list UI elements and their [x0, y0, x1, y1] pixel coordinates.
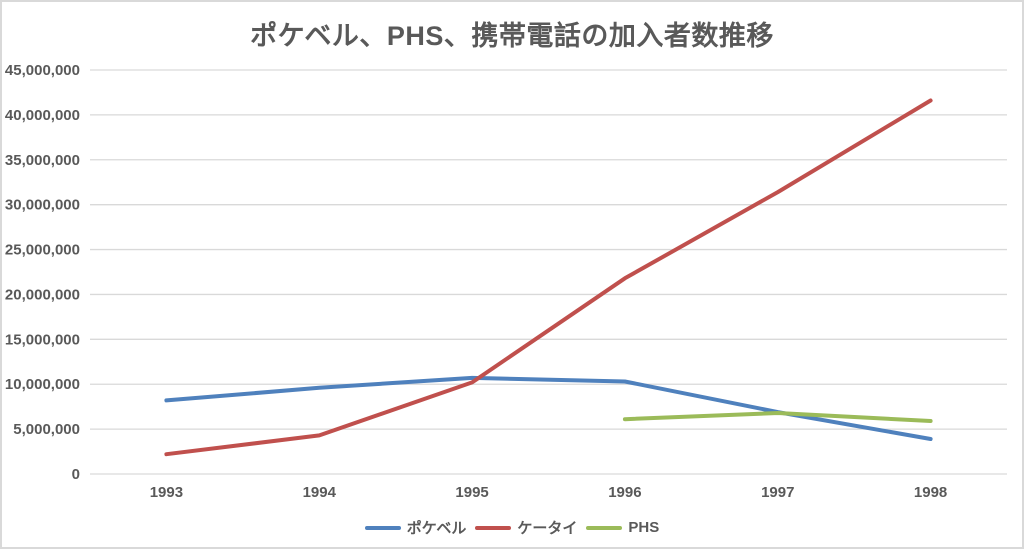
x-axis-tick-label: 1996 — [608, 484, 641, 501]
legend: ポケベル ケータイ PHS — [2, 517, 1022, 538]
series-line-mobile[interactable] — [164, 98, 933, 457]
y-axis-tick-label: 5,000,000 — [13, 421, 80, 438]
legend-label-phs: PHS — [628, 519, 660, 536]
y-axis-tick-label: 35,000,000 — [5, 152, 80, 169]
y-axis-tick-label: 15,000,000 — [5, 331, 80, 348]
y-axis-tick-label: 10,000,000 — [5, 376, 80, 393]
legend-label-mobile: ケータイ — [517, 520, 578, 537]
x-axis-tick-label: 1994 — [303, 484, 337, 501]
y-axis-tick-label: 25,000,000 — [5, 242, 80, 259]
y-axis-tick-label: 0 — [72, 466, 80, 483]
legend-item-phs[interactable]: PHS — [586, 519, 659, 536]
x-axis-tick-label: 1993 — [150, 484, 183, 501]
legend-label-pager: ポケベル — [406, 520, 467, 537]
y-axis-tick-label: 20,000,000 — [5, 286, 80, 303]
chart-title: ポケベル、PHS、携帯電話の加入者数推移 — [250, 21, 774, 51]
pager-line-swatch-icon — [364, 525, 401, 530]
y-axis-tick-label: 30,000,000 — [5, 197, 80, 214]
x-axis-tick-label: 1995 — [455, 484, 488, 501]
phs-line-swatch-icon — [586, 525, 623, 530]
series-line-phs[interactable] — [622, 411, 933, 423]
legend-item-pager[interactable]: ポケベル — [364, 517, 467, 538]
legend-item-mobile[interactable]: ケータイ — [475, 517, 577, 538]
x-axis-tick-label: 1997 — [761, 484, 794, 501]
x-axis-tick-label: 1998 — [914, 484, 947, 501]
y-axis-tick-label: 45,000,000 — [5, 62, 80, 79]
mobile-line-swatch-icon — [475, 525, 512, 530]
series-line-pager[interactable] — [164, 375, 933, 441]
y-axis-tick-label: 40,000,000 — [5, 107, 80, 124]
